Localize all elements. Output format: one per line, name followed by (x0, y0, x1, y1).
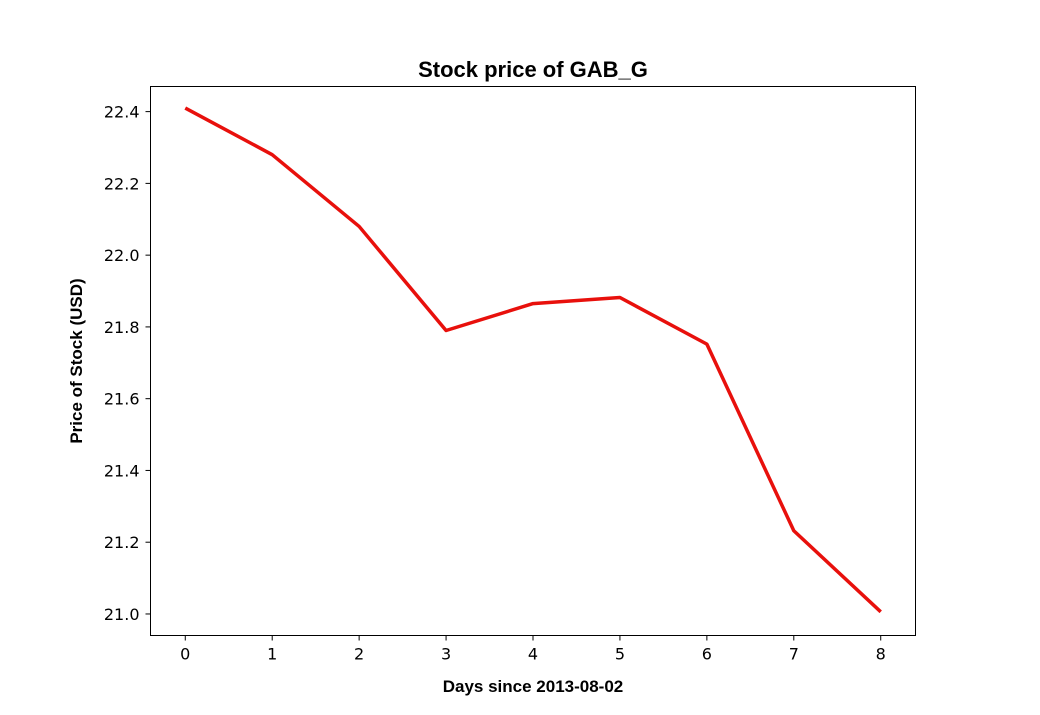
series-line (184, 106, 882, 614)
x-tick-label: 5 (615, 645, 625, 664)
y-tick-label: 22.2 (104, 174, 140, 193)
x-axis-label: Days since 2013-08-02 (443, 677, 624, 696)
x-tick-label: 7 (789, 645, 799, 664)
y-axis: 21.0 21.2 21.4 21.6 21.8 22.0 22.2 22.4 (104, 103, 151, 624)
y-tick-label: 21.8 (104, 318, 140, 337)
x-tick-label: 2 (354, 645, 364, 664)
y-tick-label: 22.0 (104, 246, 140, 265)
x-axis: 0 1 2 3 4 5 6 7 8 (180, 635, 886, 664)
y-tick-label: 21.2 (104, 533, 140, 552)
y-tick-label: 21.0 (104, 605, 140, 624)
y-axis-label: Price of Stock (USD) (67, 278, 86, 443)
x-tick-label: 1 (267, 645, 277, 664)
y-tick-label: 22.4 (104, 103, 140, 122)
x-tick-label: 6 (702, 645, 712, 664)
plot-area: 0 1 2 3 4 5 6 7 8 21.0 21.2 21.4 21.6 21.8 22.0 22.2 22… (104, 86, 916, 664)
x-tick-label: 8 (876, 645, 886, 664)
chart-title: Stock price of GAB_G (418, 57, 648, 82)
x-tick-label: 4 (528, 645, 538, 664)
x-tick-label: 3 (441, 645, 451, 664)
x-tick-label: 0 (180, 645, 190, 664)
series-layer (184, 106, 882, 614)
y-tick-label: 21.6 (104, 390, 140, 409)
y-tick-label: 21.4 (104, 461, 140, 480)
